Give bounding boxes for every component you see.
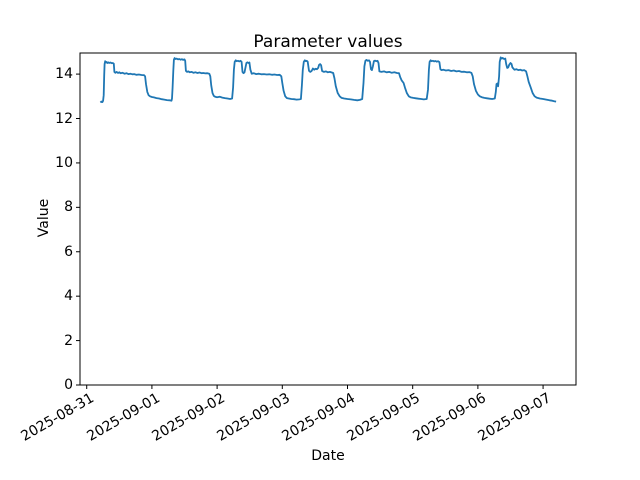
- y-tick-label: 14: [55, 66, 73, 83]
- y-tick-label: 8: [64, 199, 73, 216]
- y-tick-label: 2: [64, 332, 73, 349]
- y-tick-label: 10: [55, 154, 73, 171]
- y-tick-label: 0: [64, 377, 73, 393]
- series-line: [99, 56, 557, 104]
- y-tick-label: 12: [55, 110, 73, 127]
- plot-area-border: [79, 52, 577, 386]
- y-tick-label: 4: [64, 288, 73, 305]
- axis-ticks: [76, 73, 544, 389]
- x-axis-label: Date: [311, 448, 345, 464]
- chart-title: Parameter values: [253, 32, 403, 52]
- y-axis-label: Value: [36, 198, 52, 238]
- y-tick-label: 6: [64, 243, 73, 260]
